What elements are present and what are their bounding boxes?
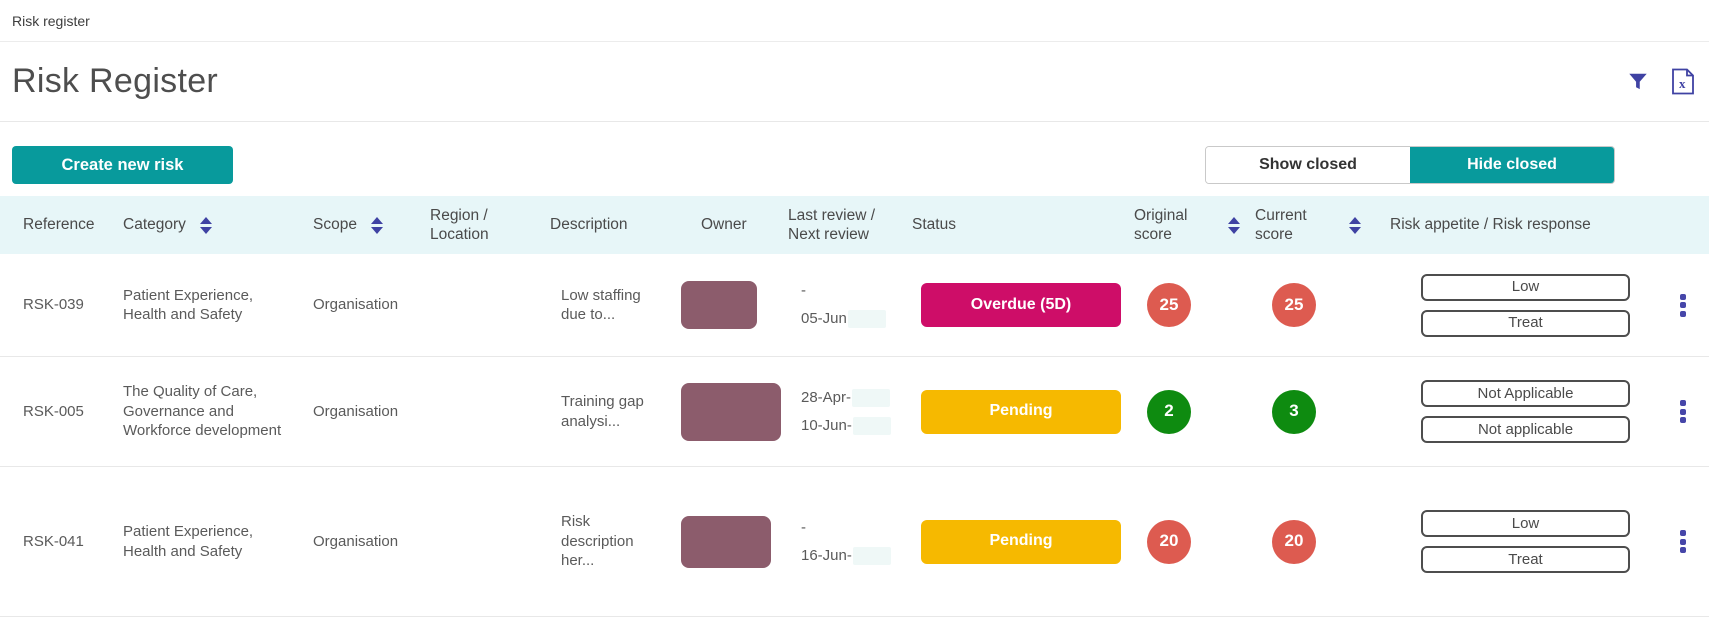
original-score-badge: 25 xyxy=(1147,283,1191,327)
column-header-reference: Reference xyxy=(23,216,95,234)
risk-response-box: Treat xyxy=(1421,309,1630,337)
risk-appetite-response-cell: Not Applicable Not applicable xyxy=(1366,380,1636,443)
current-score-cell: 3 xyxy=(1244,389,1366,434)
original-score-cell: 20 xyxy=(1123,519,1244,564)
status-badge: Pending xyxy=(921,519,1121,564)
redacted-year-block xyxy=(852,388,891,407)
risk-owner xyxy=(657,382,781,441)
last-review-date: 28-Apr- xyxy=(801,388,895,408)
current-score-badge: 20 xyxy=(1272,519,1316,564)
original-score-badge: 20 xyxy=(1147,519,1191,564)
risk-status: Overdue (5D) xyxy=(901,283,1123,327)
risk-appetite-box: Not Applicable xyxy=(1421,380,1630,407)
risk-category: Patient Experience, Health and Safety xyxy=(123,523,254,560)
owner-redacted-block xyxy=(681,515,771,568)
risk-review-dates: - 05-Jun xyxy=(777,281,901,329)
column-header-region-location: Region / Location xyxy=(430,206,489,243)
risk-owner xyxy=(657,515,777,568)
kebab-menu-icon[interactable] xyxy=(1636,398,1686,426)
filter-funnel-icon[interactable] xyxy=(1627,71,1649,93)
last-review-date: - xyxy=(801,282,806,299)
risk-response-box: Treat xyxy=(1421,546,1630,573)
risk-description: Risk description her... xyxy=(561,513,634,570)
risk-scope: Organisation xyxy=(313,532,399,550)
excel-export-icon[interactable]: x xyxy=(1671,68,1695,95)
current-score-badge: 25 xyxy=(1272,283,1316,327)
current-score-badge: 3 xyxy=(1272,389,1316,434)
table-row[interactable]: RSK-039 Patient Experience, Health and S… xyxy=(0,254,1709,357)
redacted-year-block xyxy=(852,416,891,435)
risk-status: Pending xyxy=(901,519,1123,564)
redacted-year-block xyxy=(847,310,886,329)
svg-text:x: x xyxy=(1679,76,1686,91)
owner-redacted-block xyxy=(681,382,781,441)
closed-filter-toggle: Show closed Hide closed xyxy=(1205,146,1615,184)
next-review-date: 05-Jun xyxy=(801,309,895,329)
risk-appetite-box: Low xyxy=(1421,273,1630,301)
next-review-date: 10-Jun- xyxy=(801,416,895,436)
column-header-owner: Owner xyxy=(701,216,747,234)
table-row[interactable]: RSK-041 Patient Experience, Health and S… xyxy=(0,467,1709,617)
status-badge: Overdue (5D) xyxy=(921,283,1121,327)
risk-category: The Quality of Care, Governance and Work… xyxy=(123,383,282,440)
risk-register-table: Reference Category Scope Region / Locati… xyxy=(0,196,1709,617)
risk-appetite-response-cell: Low Treat xyxy=(1366,273,1636,337)
table-row[interactable]: RSK-005 The Quality of Care, Governance … xyxy=(0,357,1709,467)
risk-review-dates: - 16-Jun- xyxy=(777,518,901,566)
column-header-description: Description xyxy=(550,216,628,234)
risk-owner xyxy=(657,281,777,329)
breadcrumb[interactable]: Risk register xyxy=(12,12,90,29)
sort-arrows-icon[interactable] xyxy=(199,216,212,234)
hide-closed-button[interactable]: Hide closed xyxy=(1410,147,1614,183)
next-review-date: 16-Jun- xyxy=(801,546,895,566)
risk-scope: Organisation xyxy=(313,296,399,314)
original-score-badge: 2 xyxy=(1147,389,1191,434)
risk-review-dates: 28-Apr- 10-Jun- xyxy=(777,388,901,436)
risk-appetite-response-cell: Low Treat xyxy=(1366,510,1636,573)
risk-category: Patient Experience, Health and Safety xyxy=(123,286,254,324)
owner-redacted-block xyxy=(681,281,757,329)
redacted-year-block xyxy=(852,546,891,565)
original-score-cell: 25 xyxy=(1123,283,1244,327)
column-header-category: Category xyxy=(112,215,302,234)
last-review-date: - xyxy=(801,518,806,536)
risk-description: Low staffing due to... xyxy=(561,286,641,324)
risk-appetite-box: Low xyxy=(1421,510,1630,537)
sort-arrows-icon[interactable] xyxy=(1228,216,1240,234)
create-new-risk-button[interactable]: Create new risk xyxy=(12,146,233,184)
original-score-cell: 2 xyxy=(1123,389,1244,434)
column-header-status: Status xyxy=(912,216,956,234)
breadcrumb-bar: Risk register xyxy=(0,0,1709,42)
risk-reference[interactable]: RSK-039 xyxy=(23,296,84,314)
column-header-current-score: Current score xyxy=(1244,206,1366,245)
column-header-last-next-review: Last review / Next review xyxy=(788,206,876,243)
column-header-risk-appetite-response: Risk appetite / Risk response xyxy=(1390,216,1591,234)
column-header-scope: Scope xyxy=(302,215,419,234)
risk-status: Pending xyxy=(901,389,1123,434)
actions-bar: Create new risk Show closed Hide closed xyxy=(0,146,1709,184)
sort-arrows-icon[interactable] xyxy=(370,216,383,234)
column-header-original-score: Original score xyxy=(1123,206,1244,245)
risk-reference[interactable]: RSK-005 xyxy=(23,402,84,420)
risk-scope: Organisation xyxy=(313,402,399,420)
table-header-row: Reference Category Scope Region / Locati… xyxy=(0,196,1709,254)
page-header: Risk Register x xyxy=(0,42,1709,122)
current-score-cell: 25 xyxy=(1244,283,1366,327)
kebab-menu-icon[interactable] xyxy=(1636,528,1686,556)
risk-description: Training gap analysi... xyxy=(561,393,644,430)
current-score-cell: 20 xyxy=(1244,519,1366,564)
risk-response-box: Not applicable xyxy=(1421,416,1630,443)
show-closed-button[interactable]: Show closed xyxy=(1206,147,1410,183)
sort-arrows-icon[interactable] xyxy=(1349,216,1361,234)
page-title: Risk Register xyxy=(12,62,219,100)
risk-reference[interactable]: RSK-041 xyxy=(23,532,84,550)
status-badge: Pending xyxy=(921,389,1121,434)
kebab-menu-icon[interactable] xyxy=(1636,291,1686,319)
